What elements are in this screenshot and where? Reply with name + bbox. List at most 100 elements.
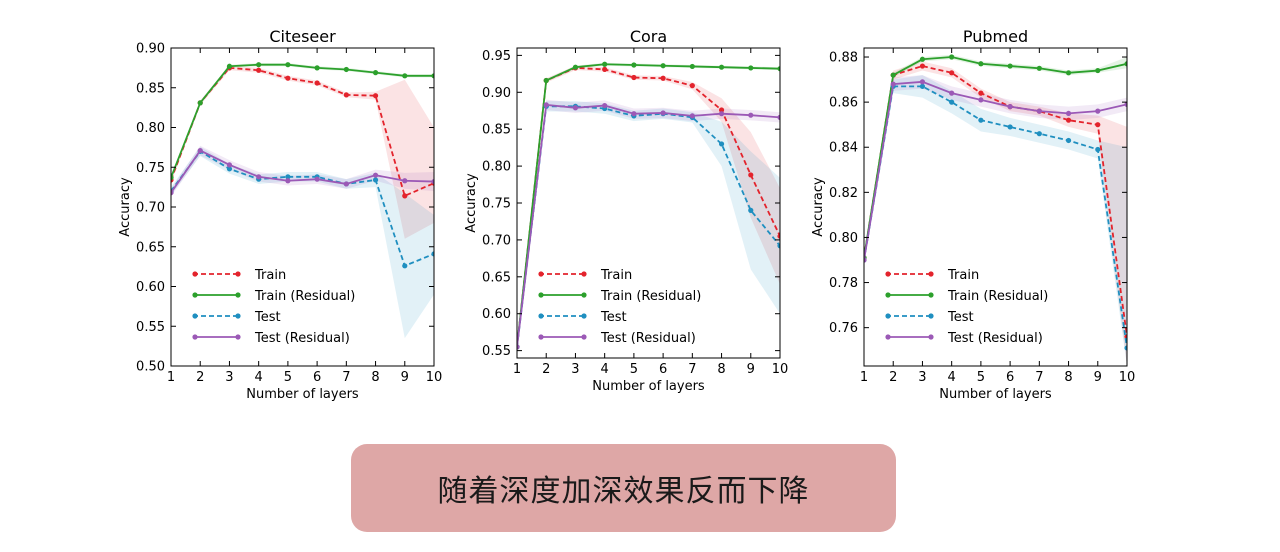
citeseer-line-1 — [171, 63, 434, 178]
citeseer-ytick-label-8: 0.90 — [136, 42, 165, 57]
pubmed-point-0-8 — [1095, 122, 1101, 128]
cora-point-0-9 — [777, 233, 780, 239]
cora-line-1 — [517, 63, 780, 348]
cora-point-1-5 — [660, 63, 666, 69]
cora-legend-marker-a-2 — [538, 313, 544, 319]
pubmed-xtick-label-6: 7 — [1035, 370, 1043, 385]
citeseer-legend: Train Train (Residual) Test Test (Residual) — [192, 268, 355, 346]
conclusion-banner: 随着深度加深效果反而下降 — [351, 444, 896, 532]
cora-ytick-label-5: 0.80 — [482, 160, 511, 175]
cora-point-3-0 — [517, 344, 520, 350]
pubmed-ytick-label-6: 0.88 — [829, 51, 858, 66]
cora-legend-marker-b-1 — [581, 292, 587, 298]
pubmed-legend-label-1: Train (Residual) — [947, 289, 1048, 304]
pubmed-point-3-8 — [1095, 108, 1101, 114]
cora-chart: 1 2 3 4 5 6 7 8 9 10 0.55 0.60 0.65 0.70 0.75 0.80 0.85 0… — [464, 27, 788, 394]
cora-ylabel: Accuracy — [464, 173, 479, 233]
pubmed-point-1-1 — [890, 72, 896, 78]
cora-point-1-9 — [777, 66, 780, 72]
cora-point-0-3 — [602, 66, 608, 73]
citeseer-point-3-2 — [226, 162, 233, 168]
pubmed-xtick-label-9: 10 — [1119, 370, 1136, 385]
cora-point-3-3 — [602, 102, 608, 109]
cora-point-3-2 — [572, 105, 579, 111]
pubmed-legend-marker-b-2 — [928, 313, 934, 319]
cora-point-1-4 — [631, 62, 637, 68]
cora-line-3 — [517, 103, 780, 348]
citeseer-band-3 — [171, 145, 434, 197]
citeseer-legend-marker-a-1 — [192, 292, 198, 298]
pubmed-ytick-label-1: 0.78 — [829, 276, 858, 291]
citeseer-legend-marker-b-2 — [235, 313, 241, 319]
citeseer-title: Citeseer — [269, 27, 336, 46]
cora-legend-label-3: Test (Residual) — [600, 331, 696, 346]
pubmed-point-1-4 — [978, 61, 984, 67]
cora-xlabel: Number of layers — [592, 379, 705, 394]
cora-legend-marker-a-0 — [538, 271, 544, 277]
cora-point-3-9 — [777, 114, 780, 120]
pubmed-xtick-label-3: 4 — [948, 370, 956, 385]
pubmed-point-2-2 — [919, 83, 926, 89]
citeseer-point-0-6 — [343, 92, 349, 98]
cora-ytick-label-6: 0.85 — [482, 123, 511, 138]
cora-point-2-9 — [777, 243, 780, 249]
pubmed-band-2 — [864, 75, 1127, 366]
cora-point-1-3 — [602, 61, 608, 67]
citeseer-legend-marker-a-0 — [192, 271, 198, 277]
citeseer-point-3-8 — [402, 178, 408, 184]
cora-point-2-7 — [718, 141, 725, 147]
pubmed-ytick-label-3: 0.82 — [829, 186, 858, 201]
pubmed-xtick-label-2: 3 — [918, 370, 926, 385]
pubmed-legend-marker-b-0 — [928, 271, 934, 277]
cora-xtick-label-6: 7 — [688, 362, 696, 377]
citeseer-point-1-2 — [226, 63, 233, 69]
cora-xtick-label-1: 2 — [542, 362, 550, 377]
cora-xtick-label-5: 6 — [659, 362, 667, 377]
cora-point-1-7 — [718, 64, 725, 70]
pubmed-ytick-label-2: 0.80 — [829, 231, 858, 246]
citeseer-line-3 — [171, 149, 434, 194]
pubmed-line-0 — [864, 65, 1127, 337]
citeseer-point-1-6 — [343, 66, 349, 73]
citeseer-legend-marker-b-0 — [235, 271, 241, 277]
cora-xtick-label-3: 4 — [601, 362, 609, 377]
citeseer-point-3-7 — [372, 172, 379, 178]
citeseer-plot-area — [171, 62, 434, 339]
citeseer-ytick-label-4: 0.70 — [136, 201, 165, 216]
pubmed-frame — [863, 47, 1128, 367]
citeseer-ytick-label-6: 0.80 — [136, 121, 165, 136]
cora-legend-marker-b-0 — [581, 271, 587, 277]
cora-ytick-label-4: 0.75 — [482, 197, 511, 212]
pubmed-xtick-label-7: 8 — [1064, 370, 1072, 385]
citeseer-xlabel: Number of layers — [246, 387, 359, 402]
cora-xtick-label-4: 5 — [630, 362, 638, 377]
citeseer-point-3-1 — [197, 147, 203, 154]
pubmed-xtick-label-8: 9 — [1094, 370, 1102, 385]
cora-legend-marker-b-2 — [581, 313, 587, 319]
pubmed-point-3-3 — [949, 90, 955, 96]
citeseer-point-2-2 — [226, 166, 233, 172]
citeseer-ytick-label-7: 0.85 — [136, 81, 165, 96]
pubmed-point-1-3 — [949, 54, 955, 60]
pubmed-point-1-6 — [1036, 65, 1042, 71]
pubmed-legend-label-3: Test (Residual) — [947, 331, 1043, 346]
pubmed-point-3-1 — [890, 81, 896, 87]
pubmed-point-2-3 — [949, 99, 955, 105]
citeseer-point-1-5 — [314, 65, 320, 71]
pubmed-point-0-3 — [949, 70, 955, 76]
citeseer-legend-marker-a-3 — [192, 334, 198, 340]
citeseer-band-1 — [171, 63, 434, 180]
cora-point-1-1 — [543, 77, 549, 84]
cora-point-1-2 — [572, 64, 579, 70]
pubmed-plot-area — [864, 54, 1127, 366]
cora-point-0-8 — [748, 172, 754, 178]
pubmed-xtick-label-0: 1 — [860, 370, 868, 385]
cora-ytick-label-7: 0.90 — [482, 86, 511, 101]
citeseer-legend-label-2: Test — [254, 310, 281, 325]
citeseer-xtick-label-7: 8 — [371, 370, 379, 385]
cora-ytick-label-1: 0.60 — [482, 307, 511, 322]
pubmed-point-2-5 — [1007, 124, 1013, 130]
cora-point-0-4 — [631, 74, 637, 81]
cora-legend-marker-b-3 — [581, 334, 587, 340]
pubmed-point-2-8 — [1095, 146, 1101, 153]
